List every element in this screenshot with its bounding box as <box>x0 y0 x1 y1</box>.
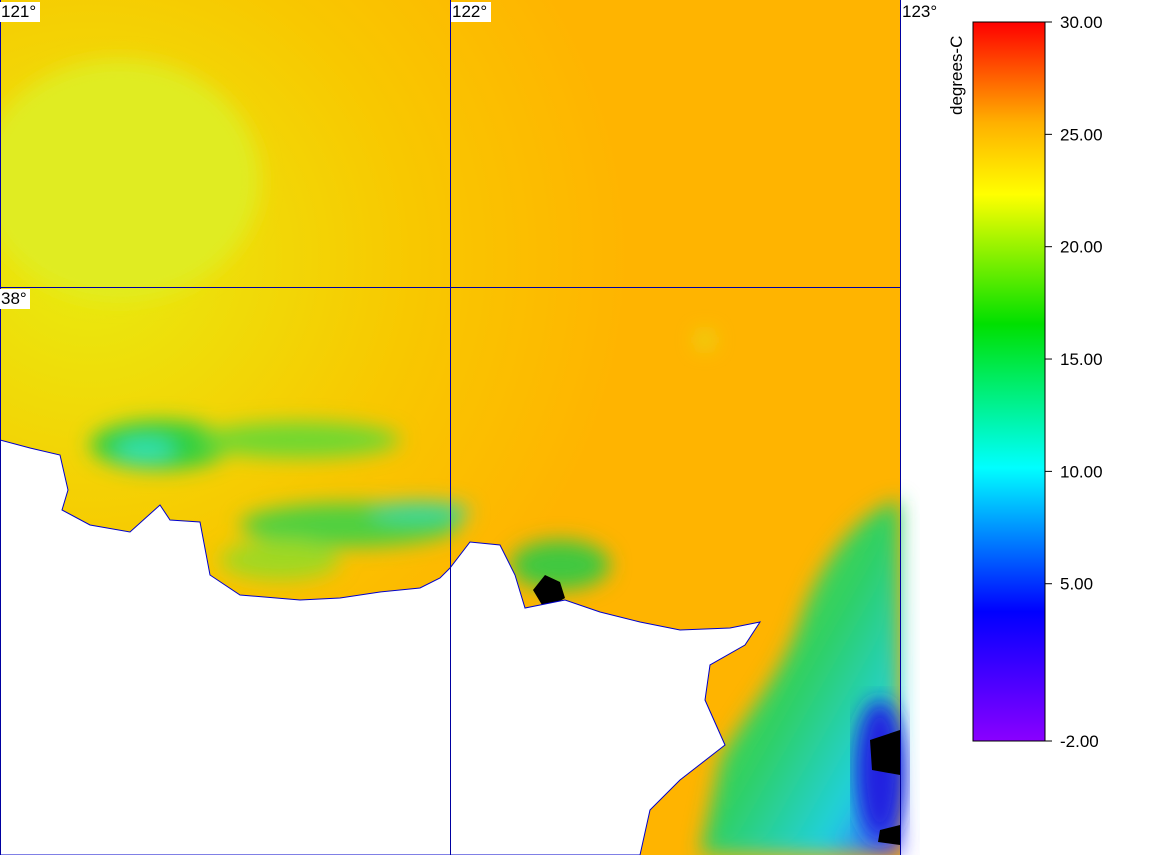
latitude-label: 38° <box>1 289 27 308</box>
longitude-label: 122° <box>452 2 487 21</box>
colorbar-unit: degrees-C <box>947 36 966 115</box>
label-box <box>0 2 40 22</box>
cold-water <box>700 500 900 855</box>
longitude-label: 121° <box>1 2 36 21</box>
label-box <box>451 2 491 22</box>
tick-label: -2.00 <box>1060 732 1099 751</box>
longitude-label: 123° <box>902 2 937 21</box>
label-box <box>0 289 30 309</box>
tick-label: 25.00 <box>1060 125 1103 144</box>
label-box <box>901 2 941 22</box>
tick-label: 10.00 <box>1060 462 1103 481</box>
tick-label: 15.00 <box>1060 350 1103 369</box>
graticule <box>0 0 901 855</box>
tick-label: 20.00 <box>1060 238 1103 257</box>
colorbar-scale <box>972 21 1046 742</box>
colorbar: degrees-C 30.00 25.00 20.00 15.00 10.00 5.00 -… <box>947 13 1103 751</box>
land <box>0 439 762 855</box>
tick-label: 30.00 <box>1060 13 1103 32</box>
temperature-patches <box>0 60 713 590</box>
map: 121° 122° 123° 38° <box>0 0 941 855</box>
tick-label: 5.00 <box>1060 575 1093 594</box>
